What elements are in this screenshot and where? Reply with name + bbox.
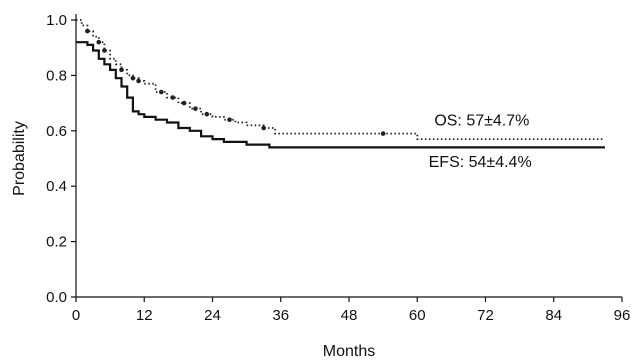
annotation-layer: OS: 57±4.7% EFS: 54±4.4% xyxy=(429,112,532,171)
censor-mark xyxy=(193,106,198,111)
censor-mark xyxy=(96,39,102,45)
y-tick-label: 0.0 xyxy=(46,289,67,306)
censor-mark xyxy=(261,125,266,131)
censor-mark xyxy=(136,78,141,84)
censor-mark xyxy=(204,111,210,117)
series-layer xyxy=(76,19,605,149)
y-tick-label: 0.4 xyxy=(46,178,67,195)
y-axis-title: Probability xyxy=(11,121,28,196)
censor-mark xyxy=(130,75,136,81)
x-tick-label: 36 xyxy=(272,307,289,324)
x-tick-label: 12 xyxy=(136,307,153,324)
censor-mark xyxy=(102,48,107,53)
censor-mark xyxy=(170,95,175,100)
series-line-solid xyxy=(76,41,605,149)
y-tick-label: 1.0 xyxy=(46,12,67,29)
censor-mark xyxy=(85,28,90,34)
annotation-label: EFS: 54±4.4% xyxy=(429,154,532,171)
censor-mark xyxy=(380,131,386,136)
censor-mark xyxy=(227,117,232,123)
y-tick-label: 0.6 xyxy=(46,123,67,140)
x-tick-label: 24 xyxy=(204,307,221,324)
censor-mark xyxy=(181,100,187,106)
x-tick-label: 96 xyxy=(614,307,631,324)
censor-mark xyxy=(159,89,164,95)
x-tick-label: 72 xyxy=(477,307,494,324)
y-tick-label: 0.8 xyxy=(46,67,67,84)
x-tick-label: 84 xyxy=(545,307,562,324)
x-axis-title: Months xyxy=(323,343,375,360)
x-tick-label: 0 xyxy=(72,307,80,324)
axes: 0 12 24 36 48 60 72 84 96 0.0 0.2 0.4 0.6 0.8 1.0 Month… xyxy=(11,12,630,360)
y-tick-label: 0.2 xyxy=(46,234,67,251)
annotation-label: OS: 57±4.7% xyxy=(434,112,529,129)
censor-mark xyxy=(119,67,124,73)
x-tick-label: 48 xyxy=(341,307,358,324)
x-tick-label: 60 xyxy=(409,307,426,324)
